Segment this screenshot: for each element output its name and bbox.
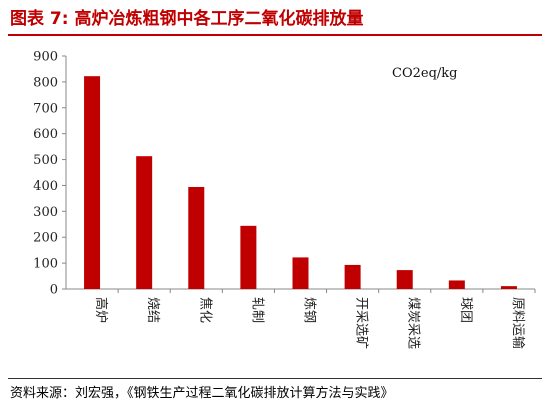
y-tick-label: 200 — [33, 231, 58, 246]
x-tick-label: 焦化 — [197, 297, 212, 323]
x-tick-label: 轧制 — [249, 297, 264, 323]
bar — [448, 280, 465, 289]
bar — [188, 186, 205, 289]
x-tick-label: 原料运输 — [510, 297, 526, 349]
x-tick-label: 煤炭采选 — [406, 297, 421, 349]
x-tick-label: 球团 — [458, 297, 473, 323]
bar — [84, 76, 101, 290]
bar — [292, 257, 309, 289]
unit-label: CO2eq/kg — [392, 66, 457, 81]
y-tick-label: 100 — [33, 257, 58, 272]
bar-series — [84, 76, 517, 290]
source-divider — [8, 378, 542, 379]
y-tick-label: 400 — [33, 179, 58, 194]
y-tick-label: 600 — [33, 127, 58, 142]
bar — [500, 286, 517, 289]
x-tick-label: 开采选矿 — [354, 297, 369, 349]
figure-title: 图表 7: 高炉冶炼粗钢中各工序二氧化碳排放量 — [10, 9, 364, 29]
y-tick-label: 700 — [33, 101, 58, 116]
y-tick-label: 500 — [33, 153, 58, 168]
bar — [240, 225, 257, 289]
y-tick-label: 300 — [33, 205, 58, 220]
x-tick-label: 高炉 — [93, 297, 109, 323]
y-tick-label: 0 — [50, 283, 58, 298]
title-divider — [8, 34, 542, 36]
x-axis-labels: 高炉 烧结 焦化 轧制 炼钢 开采选矿 煤炭采选 球团 原料运输 — [93, 289, 536, 349]
bar — [396, 270, 413, 289]
source-note: 资料来源：刘宏强，《钢铁生产过程二氧化碳排放计算方法与实践》 — [10, 386, 394, 401]
bar — [344, 264, 361, 289]
x-tick-label: 炼钢 — [302, 297, 317, 323]
y-axis-ticks: 0 100 200 300 400 500 600 700 800 900 — [33, 50, 66, 298]
x-tick-label: 烧结 — [145, 297, 160, 323]
y-tick-label: 900 — [33, 50, 58, 65]
bar — [136, 156, 153, 289]
y-tick-label: 800 — [33, 75, 58, 90]
